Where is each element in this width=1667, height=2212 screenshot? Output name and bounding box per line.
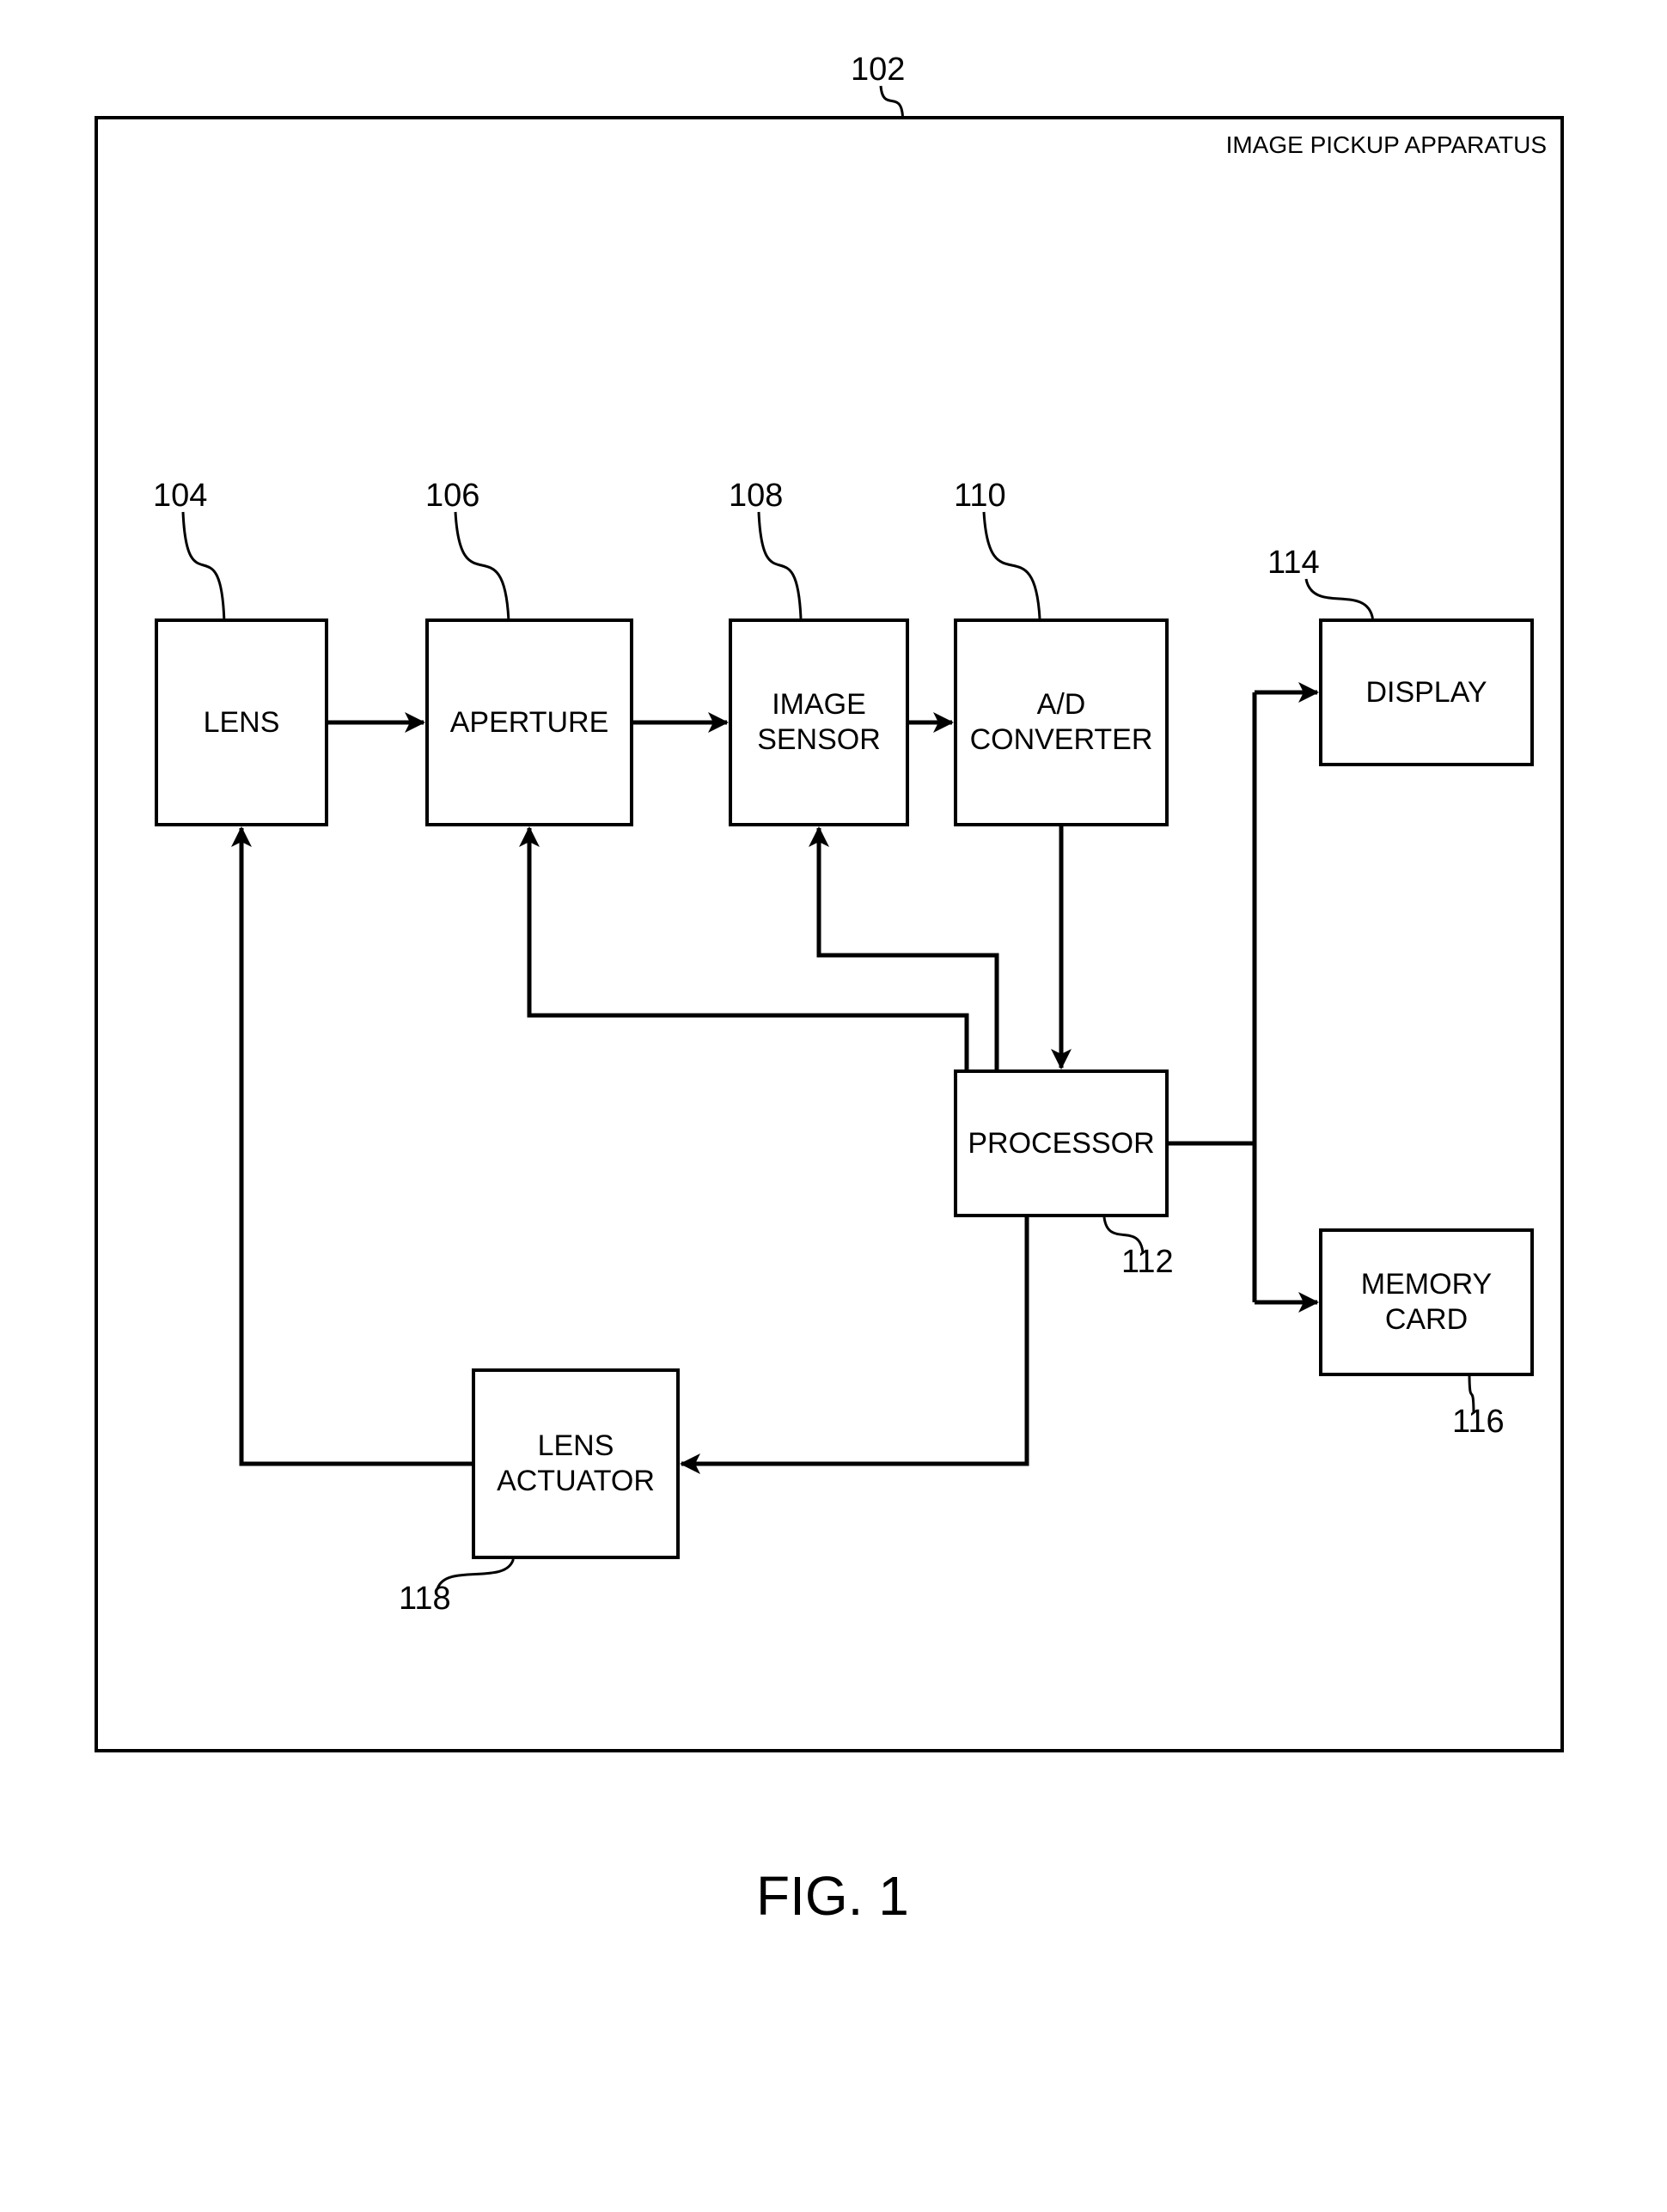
ref-102: 102 — [851, 52, 905, 88]
block-ad-converter-label: A/DCONVERTER — [970, 687, 1153, 758]
ref-106: 106 — [425, 478, 479, 515]
outer-box — [95, 116, 1564, 1752]
block-lens-actuator-label: LENSACTUATOR — [497, 1429, 655, 1499]
block-display-label: DISPLAY — [1365, 675, 1487, 710]
ref-118: 118 — [399, 1581, 451, 1618]
block-processor: PROCESSOR — [954, 1069, 1169, 1217]
figure-label: FIG. 1 — [756, 1864, 909, 1928]
block-ad-converter: A/DCONVERTER — [954, 619, 1169, 826]
block-aperture: APERTURE — [425, 619, 633, 826]
block-image-sensor: IMAGESENSOR — [729, 619, 909, 826]
block-memory-card-label: MEMORY CARD — [1322, 1267, 1530, 1338]
ref-116: 116 — [1452, 1404, 1505, 1441]
block-lens: LENS — [155, 619, 328, 826]
block-lens-actuator: LENSACTUATOR — [472, 1368, 680, 1559]
block-processor-label: PROCESSOR — [968, 1126, 1154, 1161]
ref-114: 114 — [1267, 545, 1320, 582]
block-aperture-label: APERTURE — [450, 705, 609, 740]
diagram-canvas: IMAGE PICKUP APPARATUS LENS APERTURE IMA… — [0, 0, 1667, 2212]
block-display: DISPLAY — [1319, 619, 1534, 766]
ref-110: 110 — [954, 478, 1006, 515]
ref-108: 108 — [729, 478, 783, 515]
outer-box-label: IMAGE PICKUP APPARATUS — [1203, 131, 1547, 159]
block-image-sensor-label: IMAGESENSOR — [757, 687, 881, 758]
ref-104: 104 — [153, 478, 207, 515]
block-lens-label: LENS — [204, 705, 280, 740]
ref-112: 112 — [1121, 1244, 1174, 1281]
block-memory-card: MEMORY CARD — [1319, 1228, 1534, 1376]
